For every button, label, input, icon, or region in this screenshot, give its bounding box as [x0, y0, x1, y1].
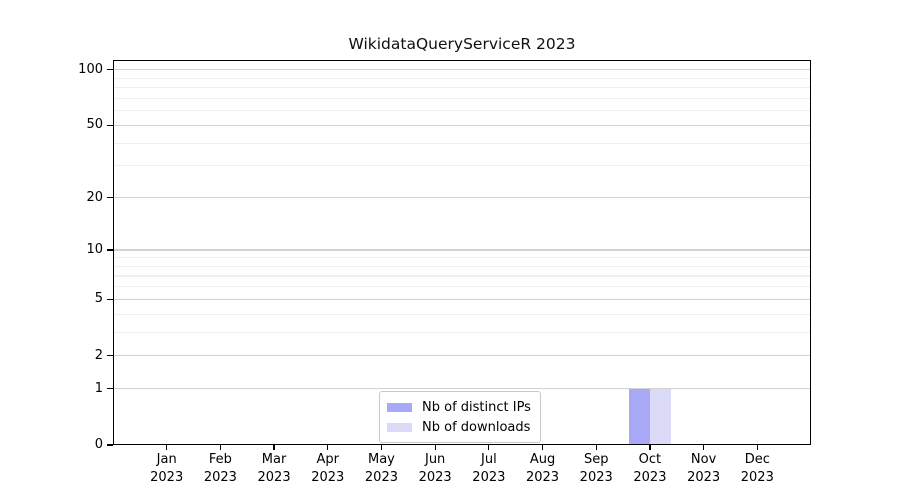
bar-distinct-ips [628, 388, 650, 445]
legend-label-downloads: Nb of downloads [422, 419, 531, 435]
legend: Nb of distinct IPs Nb of downloads [379, 391, 541, 443]
gridline-major [113, 388, 811, 390]
x-tick-label: Oct 2023 [633, 452, 667, 485]
chart-title: WikidataQueryServiceR 2023 [348, 35, 576, 53]
y-tick-label: 100 [78, 61, 103, 77]
gridline-minor [113, 77, 811, 79]
gridline-major [113, 298, 811, 300]
gridline-major [113, 69, 811, 71]
y-tick-label: 0 [94, 437, 103, 452]
legend-swatch-distinct-ips [387, 402, 412, 412]
y-tick-mark [107, 298, 113, 300]
y-tick-label: 50 [86, 117, 103, 133]
bar-downloads [649, 388, 671, 445]
x-tick-label: Nov 2023 [687, 452, 721, 485]
gridline-minor [113, 275, 811, 277]
y-tick-mark [107, 444, 113, 446]
x-tick-label: Sep 2023 [579, 452, 613, 485]
x-tick-mark [327, 445, 329, 450]
gridline-minor [113, 97, 811, 100]
y-tick-mark [107, 69, 113, 71]
x-tick-label: Jan 2023 [150, 452, 184, 485]
x-tick-label: Jul 2023 [472, 452, 506, 485]
x-tick-mark [166, 445, 168, 450]
x-tick-mark [219, 445, 222, 450]
x-tick-mark [649, 445, 651, 450]
y-tick-label: 2 [94, 347, 103, 363]
x-tick-mark [702, 445, 705, 450]
legend-label-distinct-ips: Nb of distinct IPs [422, 399, 531, 415]
x-tick-mark [273, 445, 275, 450]
x-tick-mark [756, 445, 758, 450]
x-tick-mark [488, 445, 490, 450]
gridline-major [113, 196, 811, 199]
gridline-minor [113, 257, 811, 259]
y-tick-mark [107, 388, 113, 390]
gridline-minor [113, 142, 811, 144]
gridline-minor [113, 110, 811, 112]
x-tick-mark [380, 445, 383, 450]
x-tick-label: Dec 2023 [740, 452, 774, 485]
gridline-minor [113, 265, 811, 267]
x-tick-mark [595, 445, 597, 450]
y-tick-mark [107, 196, 113, 199]
y-tick-label: 20 [86, 189, 103, 205]
y-tick-label: 5 [94, 291, 103, 307]
legend-swatch-downloads [387, 422, 412, 432]
x-tick-mark [434, 445, 436, 450]
y-tick-label: 10 [86, 242, 103, 258]
x-tick-label: Feb 2023 [203, 452, 237, 485]
legend-entry-downloads: Nb of downloads [387, 417, 531, 437]
gridline-minor [113, 286, 811, 288]
y-tick-mark [107, 249, 113, 251]
x-tick-label: Mar 2023 [257, 452, 291, 485]
y-tick-label: 1 [94, 380, 103, 396]
y-tick-mark [107, 124, 113, 127]
gridline-major [113, 249, 811, 251]
gridline-minor [113, 313, 811, 315]
gridline-major [113, 355, 811, 357]
x-tick-label: Jun 2023 [418, 452, 452, 485]
gridline-minor [113, 87, 811, 89]
x-tick-label: Apr 2023 [311, 452, 345, 485]
legend-entry-distinct-ips: Nb of distinct IPs [387, 397, 531, 417]
x-tick-mark [541, 445, 544, 450]
gridline-major [113, 124, 811, 126]
x-tick-label: Aug 2023 [525, 452, 560, 485]
gridline-minor [113, 331, 811, 333]
plot-area [113, 60, 811, 445]
gridline-minor [113, 165, 811, 167]
y-tick-mark [107, 355, 113, 357]
x-tick-label: May 2023 [364, 452, 398, 485]
